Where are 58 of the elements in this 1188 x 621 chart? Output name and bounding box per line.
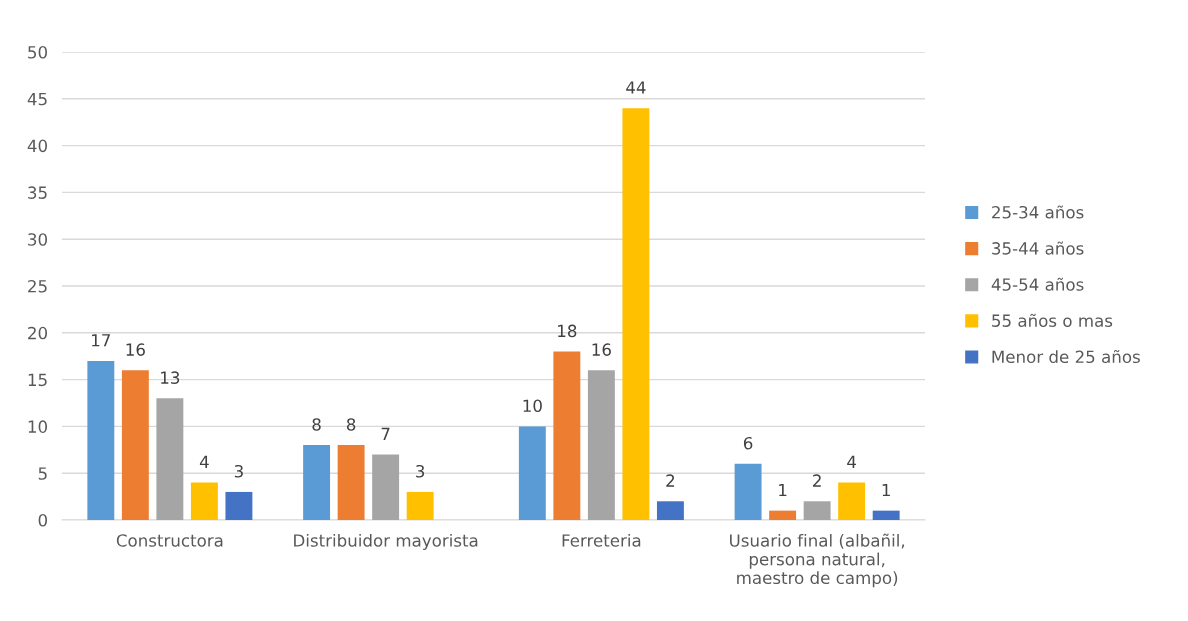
bar [337, 445, 365, 520]
data-label: 4 [847, 455, 857, 468]
legend-label: 45-54 años [991, 277, 1084, 291]
y-tick-label: 10 [28, 420, 47, 433]
bar [303, 445, 331, 520]
data-label: 4 [199, 455, 209, 468]
bar [734, 463, 762, 520]
y-tick-label: 35 [28, 186, 47, 199]
y-tick-label: 45 [27, 92, 47, 106]
data-label: 16 [592, 343, 611, 356]
bar [518, 426, 546, 520]
y-tick-label: 40 [27, 139, 47, 153]
data-label: 3 [416, 464, 425, 478]
y-tick-label: 0 [38, 513, 47, 527]
data-label: 6 [743, 436, 753, 450]
data-label: 13 [161, 371, 180, 384]
x-tick-label: Ferreteria [562, 533, 641, 547]
data-label: 2 [666, 474, 675, 487]
bar [121, 370, 149, 520]
bar [190, 482, 218, 520]
bar [656, 501, 684, 520]
y-tick-label: 50 [28, 45, 47, 59]
bar [622, 108, 650, 520]
bar [872, 510, 900, 520]
data-label: 18 [558, 324, 577, 338]
bar [225, 491, 253, 520]
x-tick-label: Constructora [116, 534, 223, 547]
bar [87, 360, 115, 520]
legend-label: Menor de 25 años [992, 349, 1140, 364]
data-label: 10 [523, 399, 542, 413]
y-tick-label: 5 [38, 467, 47, 480]
legend-label: 25-34 años [992, 205, 1084, 219]
data-label: 8 [312, 418, 321, 431]
bar [769, 510, 797, 520]
data-label: 7 [381, 427, 390, 440]
bar [406, 491, 434, 520]
x-tick-label: Distribuidor mayorista [294, 533, 478, 551]
bar [803, 501, 831, 520]
y-tick-label: 20 [28, 326, 47, 340]
x-tick-label: Usuario final (albañil, persona natural, maestro de campo) [730, 533, 905, 588]
bar [587, 370, 615, 520]
data-label: 44 [626, 81, 646, 94]
data-label: 16 [126, 343, 145, 356]
legend-label: 55 años o mas [992, 313, 1113, 327]
data-label: 17 [92, 334, 111, 347]
bar [372, 454, 400, 520]
data-label: 8 [346, 418, 356, 431]
bar [553, 351, 581, 520]
y-tick-label: 15 [28, 373, 47, 387]
bar [156, 398, 184, 520]
bar [838, 482, 866, 520]
data-label: 1 [882, 483, 890, 497]
data-label: 3 [234, 464, 243, 478]
y-tick-label: 25 [28, 279, 47, 293]
data-label: 1 [779, 483, 787, 497]
data-label: 2 [813, 474, 821, 487]
legend-label: 35-44 años [992, 241, 1084, 255]
y-tick-label: 30 [28, 233, 47, 246]
